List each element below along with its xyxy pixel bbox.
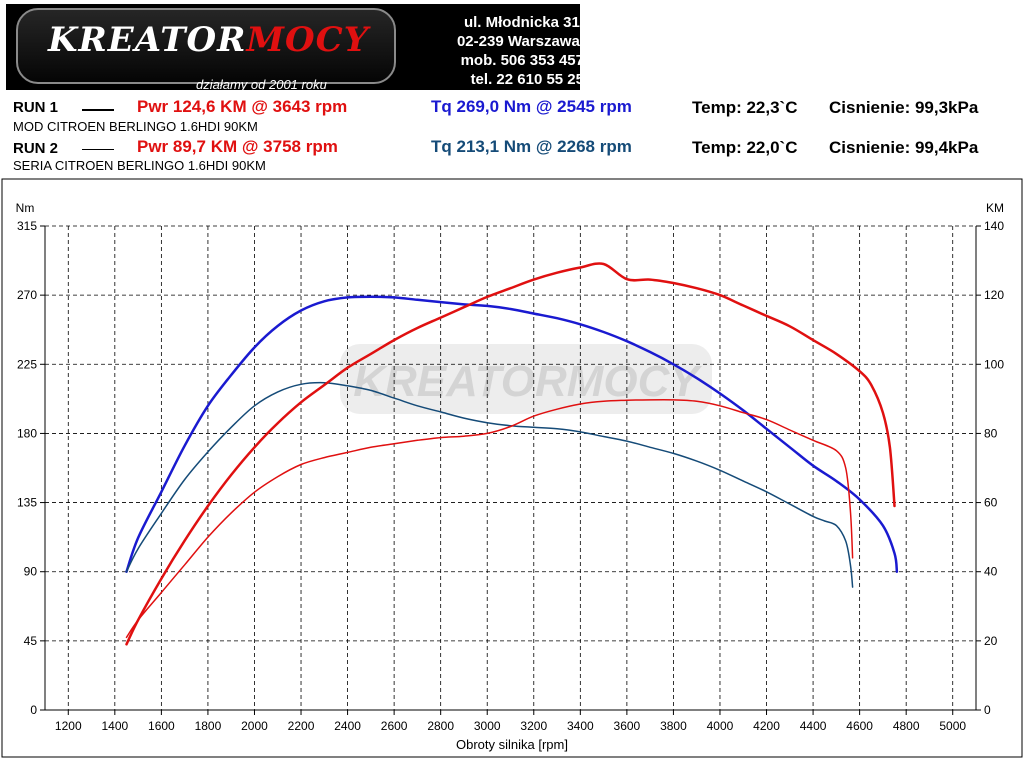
x-tick-label: 4600 — [846, 719, 873, 733]
y-tick-label-left: 315 — [17, 219, 37, 233]
run1-legend-line — [82, 109, 114, 111]
y-tick-label-left: 180 — [17, 426, 37, 440]
watermark: KREATORMOCY — [340, 344, 712, 414]
series-lines — [125, 262, 899, 646]
run2-description: SERIA CITROEN BERLINGO 1.6HDI 90KM — [13, 158, 266, 173]
run1-description: MOD CITROEN BERLINGO 1.6HDI 90KM — [13, 119, 258, 134]
x-tick-label: 3800 — [660, 719, 687, 733]
x-tick-label: 4000 — [707, 719, 734, 733]
x-tick-label: 3000 — [474, 719, 501, 733]
x-tick-label: 2000 — [241, 719, 268, 733]
run2-legend-line — [82, 149, 114, 150]
y-tick-label-left: 225 — [17, 357, 37, 371]
logo: KREATORMOCY działamy od 2001 roku — [16, 8, 396, 92]
y-tick-label-right: 0 — [984, 703, 991, 717]
x-tick-label: 2400 — [334, 719, 361, 733]
x-tick-label: 2600 — [381, 719, 408, 733]
logo-text-main: KREATOR — [48, 20, 247, 60]
x-tick-label: 3200 — [520, 719, 547, 733]
y-tick-label-right: 60 — [984, 496, 998, 510]
y-tick-label-right: 100 — [984, 357, 1004, 371]
y-axis-left-label: Nm — [16, 201, 35, 215]
contact-mobile: mob. 506 353 457 — [460, 52, 584, 69]
x-axis-label: Obroty silnika [rpm] — [456, 737, 568, 752]
x-tick-label: 2800 — [427, 719, 454, 733]
run1-power-curve — [125, 262, 896, 646]
watermark-text: KREATORMOCY — [353, 357, 702, 406]
run1-torque: Tq 269,0 Nm @ 2545 rpm — [431, 97, 632, 116]
y-tick-label-left: 45 — [24, 634, 38, 648]
x-tick-label: 4400 — [800, 719, 827, 733]
grid — [45, 225, 976, 710]
chart-frame — [1, 178, 1023, 758]
x-tick-label: 2200 — [288, 719, 315, 733]
run1-torque-curve — [125, 295, 899, 573]
run1-label: RUN 1 — [13, 99, 59, 116]
x-tick-label: 3400 — [567, 719, 594, 733]
run2-power-curve — [125, 399, 854, 639]
y-tick-label-right: 40 — [984, 565, 998, 579]
run2-label: RUN 2 — [13, 140, 59, 157]
tick-labels: 1200 1400 1600 1800 2000 2200 2400 2600 2800 3000… — [17, 219, 1004, 733]
axes — [40, 225, 981, 715]
x-tick-label: 1600 — [148, 719, 175, 733]
contact-address: ul. Młodnicka 31, — [463, 14, 584, 31]
run2-torque: Tq 213,1 Nm @ 2268 rpm — [431, 137, 632, 156]
logo-tagline: działamy od 2001 roku — [196, 77, 327, 92]
logo-text-accent: MOCY — [246, 20, 370, 60]
y-tick-label-left: 0 — [30, 703, 37, 717]
run1-power: Pwr 124,6 KM @ 3643 rpm — [137, 97, 348, 116]
y-tick-label-right: 120 — [984, 288, 1004, 302]
header-banner: KREATORMOCY działamy od 2001 roku ul. Mł… — [6, 4, 584, 92]
x-tick-label: 1400 — [101, 719, 128, 733]
run2-temp: Temp: 22,0`C — [692, 138, 798, 157]
y-tick-label-left: 270 — [17, 288, 37, 302]
x-tick-label: 4200 — [753, 719, 780, 733]
contact-info: ul. Młodnicka 31, 02-239 Warszawa, mob. … — [408, 13, 584, 89]
y-tick-label-right: 140 — [984, 219, 1004, 233]
y-tick-label-right: 20 — [984, 634, 998, 648]
y-axis-right-label: KM — [986, 201, 1004, 215]
run1-temp: Temp: 22,3`C — [692, 98, 798, 117]
watermark-bg — [340, 344, 712, 414]
run2-power: Pwr 89,7 KM @ 3758 rpm — [137, 137, 338, 156]
run2-pressure: Cisnienie: 99,4kPa — [829, 138, 979, 157]
dyno-chart: KREATORMOCY 1200 1400 1600 1800 2000 2200 2400… — [1, 178, 1023, 758]
y-tick-label-right: 80 — [984, 426, 998, 440]
x-tick-label: 3600 — [614, 719, 641, 733]
x-tick-label: 5000 — [939, 719, 966, 733]
contact-city: 02-239 Warszawa, — [456, 33, 584, 50]
contact-phone: tel. 22 610 55 25 — [470, 71, 584, 88]
x-tick-label: 4800 — [893, 719, 920, 733]
y-tick-label-left: 135 — [17, 496, 37, 510]
x-tick-label: 1800 — [195, 719, 222, 733]
logo-text: KREATORMOCY — [48, 20, 369, 60]
y-tick-label-left: 90 — [24, 565, 38, 579]
run2-torque-curve — [125, 381, 854, 588]
run1-pressure: Cisnienie: 99,3kPa — [829, 98, 979, 117]
x-tick-label: 1200 — [55, 719, 82, 733]
